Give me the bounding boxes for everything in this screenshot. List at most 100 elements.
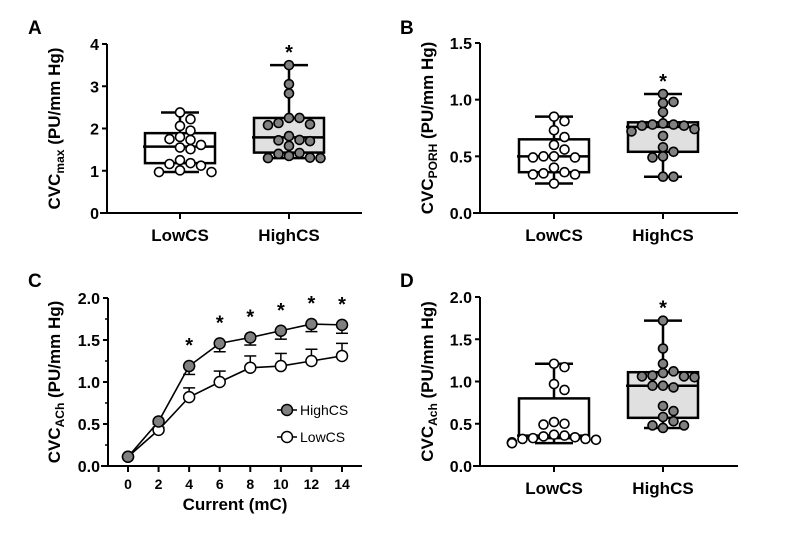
box-group-lowcs <box>517 111 591 189</box>
data-point <box>538 151 549 162</box>
data-point <box>185 134 196 146</box>
data-point <box>657 411 669 423</box>
data-point <box>657 400 669 412</box>
panel-letter: B <box>400 18 414 39</box>
y-axis-label: CVCPORH (PU/mm Hg) <box>418 42 440 215</box>
data-point <box>668 146 679 158</box>
data-point <box>559 144 570 155</box>
data-point <box>174 131 186 143</box>
y-tick-label: 0.5 <box>450 149 472 166</box>
box-group-highcs <box>626 315 700 434</box>
data-point <box>668 119 679 130</box>
panel-b: B 0.0 0.5 1.0 1.5 CVCPORH (PU/mm Hg) LowCS High… <box>400 18 738 245</box>
data-point <box>668 366 679 377</box>
data-point <box>315 152 326 164</box>
data-point <box>657 97 669 109</box>
data-point <box>548 139 560 151</box>
y-tick-label: 4 <box>90 37 99 54</box>
data-point <box>185 157 196 169</box>
data-point <box>559 384 570 396</box>
data-point <box>657 171 669 183</box>
data-point <box>304 118 316 130</box>
data-point <box>668 405 679 417</box>
data-point <box>657 367 669 379</box>
data-point <box>548 416 560 428</box>
data-point <box>506 437 518 449</box>
data-point <box>335 349 349 363</box>
data-point <box>569 169 581 180</box>
data-point <box>668 382 679 393</box>
y-axis-label: CVCmax (PU/mm Hg) <box>45 48 67 210</box>
data-point <box>152 415 165 428</box>
data-point <box>548 378 560 390</box>
y-label-subscript: PORH <box>426 144 440 179</box>
x-tick-label: 2 <box>155 476 163 492</box>
data-point <box>304 135 316 147</box>
x-tick-label: 8 <box>246 476 254 492</box>
data-point <box>678 120 690 132</box>
y-tick-label: 1.0 <box>78 375 100 392</box>
significance-marker: * <box>338 294 346 316</box>
data-point <box>206 166 217 178</box>
data-point <box>273 117 284 129</box>
data-point <box>538 419 549 430</box>
data-point <box>678 371 690 382</box>
data-point <box>647 380 658 392</box>
data-point <box>527 169 539 180</box>
significance-marker: * <box>659 298 667 320</box>
x-tick-label: LowCS <box>525 479 583 498</box>
data-point <box>294 134 305 146</box>
y-label-main: CVC <box>418 426 437 462</box>
legend-label: HighCS <box>300 402 348 418</box>
data-point <box>153 166 165 178</box>
data-point <box>569 152 581 163</box>
data-point <box>294 147 305 159</box>
y-label-main: CVC <box>45 174 64 210</box>
data-point <box>262 152 274 164</box>
box-group-highcs <box>626 88 700 183</box>
series-highcs <box>121 317 349 464</box>
data-point <box>538 431 549 442</box>
x-tick-label: 10 <box>273 476 289 492</box>
data-point <box>657 358 669 370</box>
y-tick-label: 1 <box>90 164 99 181</box>
data-point <box>283 140 295 152</box>
x-tick-label: LowCS <box>151 226 209 245</box>
data-point <box>559 115 570 127</box>
y-axis-label: CVCAch (PU/mm Hg) <box>418 301 440 462</box>
data-point <box>121 450 135 464</box>
data-point <box>657 151 669 162</box>
data-point <box>580 433 591 445</box>
data-point <box>559 418 570 430</box>
y-label-main: CVC <box>45 427 64 463</box>
panel-c: C 0.0 0.5 1.0 1.5 2.0 CVCACh (PU/mm Hg) 0 2 4 6 8 10… <box>28 271 362 514</box>
data-point <box>657 141 669 153</box>
data-point <box>283 130 295 142</box>
data-point <box>559 361 570 373</box>
y-label-subscript: max <box>53 149 67 173</box>
x-tick-label: HighCS <box>258 226 319 245</box>
x-tick-label: 6 <box>216 476 224 492</box>
y-tick-label: 3 <box>90 79 99 96</box>
data-point <box>244 331 257 344</box>
data-point <box>647 119 658 130</box>
data-point <box>668 96 679 108</box>
significance-marker: * <box>285 42 293 64</box>
x-tick-label: HighCS <box>632 226 693 245</box>
data-point <box>559 166 570 178</box>
y-tick-label: 1.5 <box>450 36 472 53</box>
legend-marker <box>280 403 294 417</box>
data-point <box>335 318 349 332</box>
box-group-lowcs <box>143 107 217 178</box>
significance-marker: * <box>659 71 667 93</box>
y-label-units: (PU/mm Hg) <box>45 301 64 403</box>
data-point <box>527 152 539 163</box>
data-point <box>305 354 318 368</box>
y-label-units: (PU/mm Hg) <box>45 48 64 150</box>
data-point <box>174 107 186 118</box>
y-label-subscript: ACh <box>53 403 67 428</box>
data-point <box>244 361 257 374</box>
panel-letter: C <box>28 271 42 292</box>
y-tick-label: 0 <box>90 206 99 223</box>
data-point <box>164 133 175 145</box>
